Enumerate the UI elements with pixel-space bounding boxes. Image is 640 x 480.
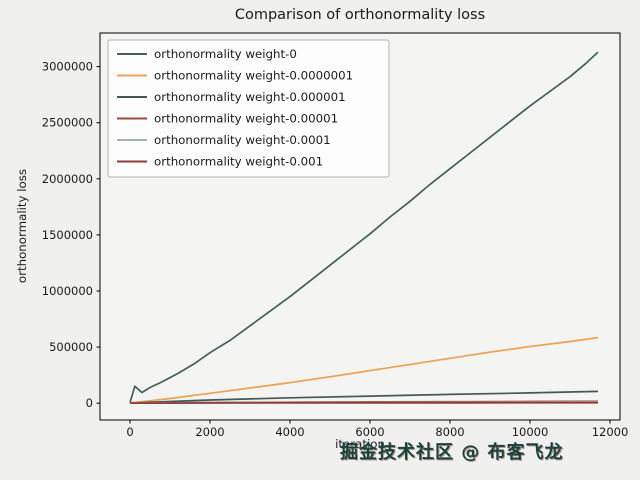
series-line-2 [129, 390, 599, 404]
legend-label-0: orthonormality weight-0 [154, 47, 297, 61]
x-tick-label: 12000 [592, 425, 629, 439]
legend-label-5: orthonormality weight-0.001 [154, 155, 323, 169]
x-tick-label: 8000 [435, 425, 464, 439]
x-tick-label: 10000 [512, 425, 549, 439]
legend-label-4: orthonormality weight-0.0001 [154, 133, 331, 147]
axes-spines [99, 32, 621, 421]
x-axis-label: iteration [335, 437, 385, 451]
legend-label-3: orthonormality weight-0.00001 [154, 112, 338, 126]
y-tick-label: 2500000 [42, 116, 93, 130]
legend-label-2: orthonormality weight-0.000001 [154, 90, 346, 104]
legend-box [107, 39, 390, 178]
series-line-1 [129, 336, 599, 404]
chart-title: Comparison of orthonormality loss [234, 7, 486, 23]
series-line-0 [129, 51, 599, 403]
x-tick-label: 4000 [275, 425, 304, 439]
y-tick-label: 1000000 [42, 284, 93, 298]
y-tick-label: 0 [86, 396, 93, 410]
y-axis-label: orthonormality loss [15, 168, 29, 284]
y-tick-label: 1500000 [42, 228, 93, 242]
x-tick-label: 2000 [195, 425, 224, 439]
y-tick-label: 2000000 [42, 172, 93, 186]
legend-label-1: orthonormality weight-0.0000001 [154, 69, 353, 83]
watermark: 掘金技术社区 @ 布客飞龙 [340, 442, 564, 463]
x-tick-label: 6000 [355, 425, 384, 439]
y-tick-label: 3000000 [42, 60, 93, 74]
x-tick-label: 0 [126, 425, 133, 439]
y-tick-label: 500000 [49, 340, 93, 354]
